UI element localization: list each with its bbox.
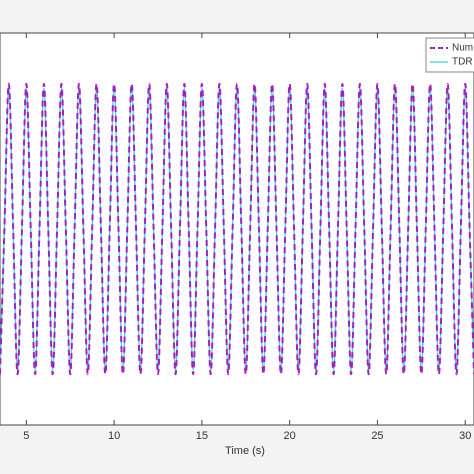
plot-area <box>0 32 474 426</box>
x-tick-label: 30 <box>459 430 471 442</box>
x-axis-label: Time (s) <box>225 445 265 457</box>
x-tick-label: 10 <box>108 430 120 442</box>
x-tick-label: 15 <box>196 430 208 442</box>
x-tick-label: 25 <box>371 430 383 442</box>
legend-label: TDR <box>452 57 473 68</box>
series-line <box>0 82 474 376</box>
x-tick-label: 20 <box>284 430 296 442</box>
legend-box <box>425 37 474 73</box>
x-tick-label: 5 <box>23 430 29 442</box>
legend-label: Num <box>452 43 473 54</box>
